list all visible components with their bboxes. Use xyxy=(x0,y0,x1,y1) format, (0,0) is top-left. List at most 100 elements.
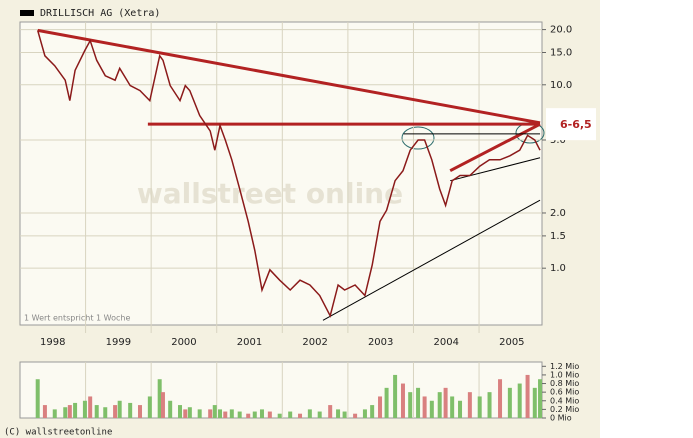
volume-bar xyxy=(362,409,367,418)
legend-swatch xyxy=(20,10,34,16)
volume-bar xyxy=(82,400,87,418)
volume-bar xyxy=(183,409,188,418)
volume-bar xyxy=(223,411,228,418)
volume-bar xyxy=(477,396,482,418)
x-tick-label: 2005 xyxy=(499,337,524,348)
volume-bar xyxy=(393,374,398,418)
trend-line xyxy=(322,199,541,321)
x-tick-label: 1998 xyxy=(40,337,65,348)
volume-bar xyxy=(35,379,40,418)
copyright: (C) wallstreetonline xyxy=(4,428,112,438)
y-tick-label: 1.0 xyxy=(550,263,566,274)
volume-bar xyxy=(218,409,223,418)
volume-bar xyxy=(103,407,108,418)
volume-bar xyxy=(307,409,312,418)
x-tick-label: 2001 xyxy=(237,337,262,348)
volume-bar xyxy=(208,409,213,418)
volume-bar xyxy=(336,409,341,418)
volume-bar xyxy=(267,411,272,418)
x-tick-label: 2002 xyxy=(302,337,327,348)
y-tick-label: 0.4 Mio xyxy=(550,396,579,405)
trend-line xyxy=(450,157,541,182)
volume-bar xyxy=(42,405,47,418)
y-tick-label: 20.0 xyxy=(550,25,572,36)
volume-bar xyxy=(178,405,183,418)
volume-bar xyxy=(342,411,347,418)
volume-bar xyxy=(429,400,434,418)
volume-bar xyxy=(467,392,472,418)
volume-bar xyxy=(328,405,333,418)
volume-bar xyxy=(317,411,322,418)
trend-line xyxy=(449,122,541,173)
trend-line xyxy=(37,28,541,125)
volume-bar xyxy=(437,392,442,418)
volume-bar xyxy=(117,400,122,418)
y-tick-label: 1.5 xyxy=(550,231,566,242)
y-tick-label: 0.8 Mio xyxy=(550,379,579,388)
y-tick-label: 0 Mio xyxy=(550,414,572,423)
volume-bar xyxy=(384,387,389,418)
volume-bar xyxy=(229,409,234,418)
x-tick-label: 2003 xyxy=(368,337,393,348)
volume-bar xyxy=(277,413,282,418)
volume-bar xyxy=(458,400,463,418)
volume-bar xyxy=(525,374,530,418)
volume-bar xyxy=(498,379,503,418)
volume-bar xyxy=(67,405,72,418)
volume-bar xyxy=(168,400,173,418)
volume-bar xyxy=(408,392,413,418)
volume-bar xyxy=(94,405,99,418)
legend-label: DRILLISCH AG (Xetra) xyxy=(40,8,160,19)
y-tick-label: 2.0 xyxy=(550,208,566,219)
volume-bar xyxy=(450,396,455,418)
volume-bar xyxy=(63,407,68,418)
volume-bar xyxy=(416,387,421,418)
volume-bar xyxy=(370,405,375,418)
y-tick-label: 1.0 Mio xyxy=(550,370,579,379)
volume-bar xyxy=(400,383,405,418)
volume-bar xyxy=(259,409,264,418)
volume-bar xyxy=(160,392,165,418)
volume-bar xyxy=(443,387,448,418)
volume-bar xyxy=(298,413,303,418)
price-plot xyxy=(19,21,543,326)
y-tick-label: 15.0 xyxy=(550,48,572,59)
x-tick-label: 2004 xyxy=(434,337,459,348)
volume-bar xyxy=(507,387,512,418)
y-tick-label: 0.6 Mio xyxy=(550,388,579,397)
volume-bar xyxy=(147,396,152,418)
volume-bar xyxy=(113,405,118,418)
volume-bar xyxy=(212,405,217,418)
volume-bar xyxy=(246,413,251,418)
volume-bar xyxy=(378,396,383,418)
volume-bar xyxy=(128,402,133,418)
volume-bar xyxy=(252,411,257,418)
volume-bar xyxy=(487,392,492,418)
volume-bar xyxy=(237,411,242,418)
volume-bar xyxy=(532,387,537,418)
y-tick-label: 5.0 xyxy=(550,135,566,146)
volume-bar xyxy=(353,413,358,418)
volume-bar xyxy=(138,405,143,418)
volume-bar xyxy=(52,409,57,418)
x-tick-label: 2000 xyxy=(171,337,196,348)
price-line xyxy=(36,30,541,318)
volume-bar xyxy=(187,407,192,418)
highlight-circle xyxy=(401,126,435,150)
annotation-box xyxy=(546,108,596,141)
volume-bar xyxy=(288,411,293,418)
volume-bar xyxy=(157,379,162,418)
volume-bar xyxy=(197,409,202,418)
y-tick-label: 1.2 Mio xyxy=(550,362,579,371)
volume-bar xyxy=(517,383,522,418)
volume-bar xyxy=(422,396,427,418)
note: 1 Wert entspricht 1 Woche xyxy=(24,314,130,323)
volume-bar xyxy=(538,379,543,418)
y-tick-label: 10.0 xyxy=(550,80,572,91)
x-tick-label: 1999 xyxy=(106,337,131,348)
volume-bar xyxy=(88,396,93,418)
y-tick-label: 0.2 Mio xyxy=(550,405,579,414)
watermark: wallstreet online xyxy=(137,177,403,210)
